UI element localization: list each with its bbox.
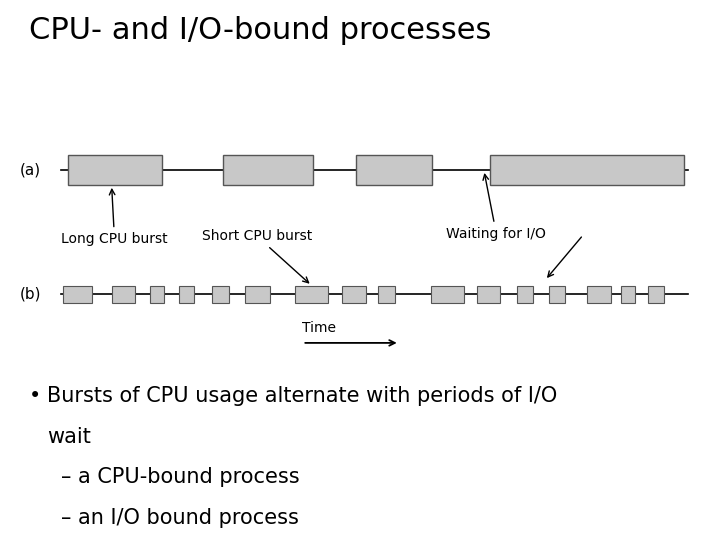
Text: – a CPU-bound process: – a CPU-bound process bbox=[61, 467, 300, 487]
Bar bbox=[517, 286, 533, 303]
Text: (b): (b) bbox=[20, 287, 42, 302]
Text: Time: Time bbox=[302, 321, 336, 335]
Bar bbox=[112, 286, 135, 303]
Bar bbox=[549, 286, 565, 303]
Text: – an I/O bound process: – an I/O bound process bbox=[61, 508, 299, 528]
Text: CPU- and I/O-bound processes: CPU- and I/O-bound processes bbox=[29, 16, 491, 45]
Bar bbox=[621, 286, 635, 303]
Bar bbox=[179, 286, 194, 303]
Bar bbox=[356, 155, 432, 185]
Bar bbox=[245, 286, 270, 303]
Bar bbox=[378, 286, 395, 303]
Bar bbox=[150, 286, 164, 303]
Bar bbox=[477, 286, 500, 303]
Text: Waiting for I/O: Waiting for I/O bbox=[446, 174, 546, 241]
Bar bbox=[68, 155, 162, 185]
Text: wait: wait bbox=[47, 427, 91, 447]
Text: •: • bbox=[29, 386, 41, 406]
Text: Long CPU burst: Long CPU burst bbox=[61, 190, 168, 246]
Bar bbox=[342, 286, 366, 303]
Text: (a): (a) bbox=[20, 163, 41, 178]
Text: Short CPU burst: Short CPU burst bbox=[202, 229, 312, 283]
Bar bbox=[431, 286, 464, 303]
Bar bbox=[223, 155, 313, 185]
Bar bbox=[587, 286, 611, 303]
Bar bbox=[63, 286, 92, 303]
Bar bbox=[295, 286, 328, 303]
Bar bbox=[490, 155, 684, 185]
Bar bbox=[212, 286, 229, 303]
Text: Bursts of CPU usage alternate with periods of I/O: Bursts of CPU usage alternate with perio… bbox=[47, 386, 557, 406]
Bar bbox=[648, 286, 664, 303]
